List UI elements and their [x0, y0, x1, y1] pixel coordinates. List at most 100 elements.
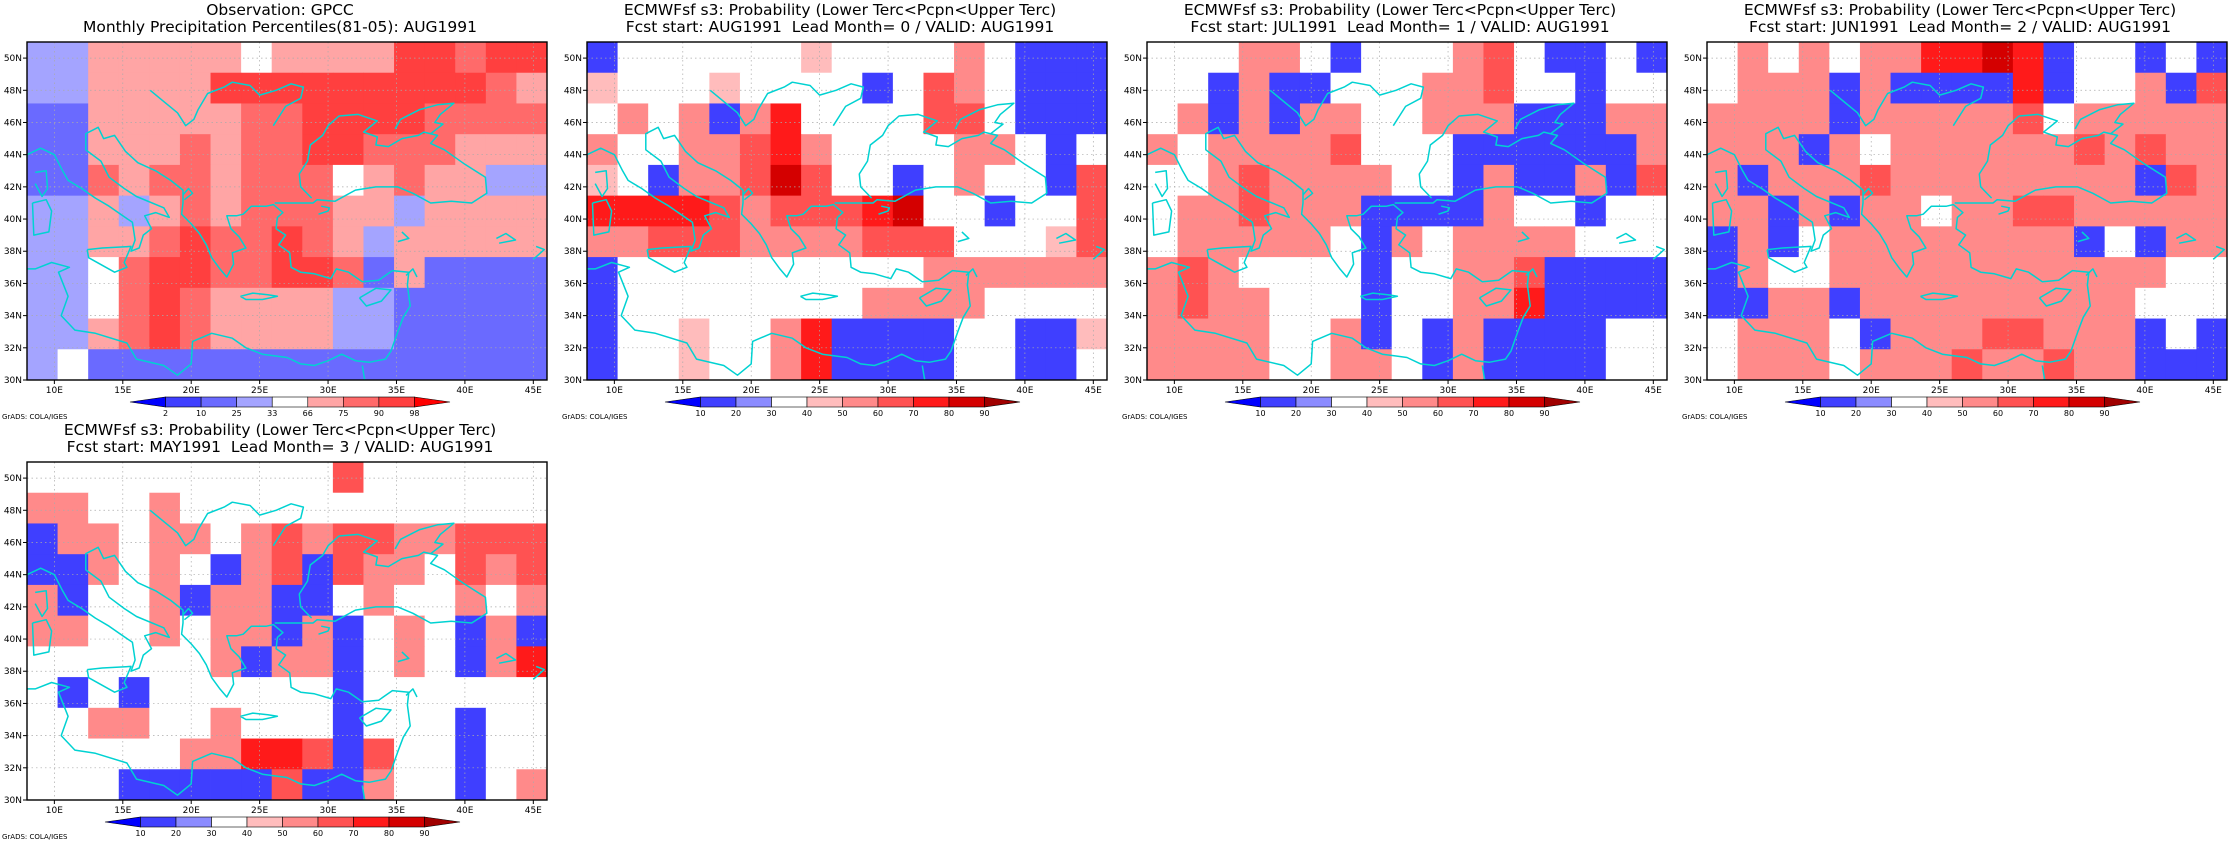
coastline — [2176, 232, 2197, 244]
grid-cell — [2074, 42, 2106, 74]
grid-cell — [1798, 164, 1830, 197]
grid-cell — [1982, 164, 2014, 197]
grid-cell — [1982, 72, 2014, 104]
grid-cell — [149, 318, 181, 350]
grid-cell — [1391, 103, 1423, 135]
grid-cell — [984, 72, 1016, 104]
grid-cell — [2165, 164, 2197, 197]
grid-cell — [179, 226, 211, 258]
grid-cell — [241, 226, 273, 258]
grid-cell — [1798, 195, 1830, 227]
grid-cell — [648, 72, 680, 104]
x-tick-label: 35E — [388, 386, 405, 396]
grid-cell — [1605, 257, 1637, 289]
grid-cell — [302, 738, 334, 770]
grid-cell — [424, 257, 456, 289]
grid-cell — [455, 195, 487, 227]
grid-cell — [1921, 42, 1953, 74]
grid-cell — [2074, 349, 2106, 381]
grid-cell — [648, 318, 680, 350]
grid-cell — [455, 646, 487, 678]
colorbar-label: 10 — [695, 409, 705, 418]
grid-cell — [1737, 103, 1769, 135]
grid-cell — [363, 164, 395, 197]
grid-cell — [1177, 287, 1209, 319]
grid-cell — [1514, 164, 1546, 197]
x-tick-label: 10E — [46, 806, 63, 816]
grid-cell — [1330, 226, 1362, 258]
y-tick-label: 42N — [1684, 183, 1702, 193]
grid-cell — [1798, 318, 1830, 350]
grid-cell — [739, 134, 771, 166]
grid-cell — [1208, 42, 1240, 74]
grid-cell — [1269, 72, 1301, 104]
grid-cell — [363, 72, 395, 104]
y-tick-label: 34N — [1684, 312, 1702, 322]
coastline — [149, 501, 305, 547]
grid-cell — [1921, 287, 1953, 319]
grid-cell — [271, 769, 303, 801]
grid-cell — [179, 195, 211, 227]
grid-cell — [1951, 226, 1983, 258]
grid-cell — [1636, 42, 1668, 74]
grid-cell — [179, 492, 211, 524]
grid-cell — [739, 72, 771, 104]
grid-cell — [1452, 134, 1484, 166]
grid-cell — [1045, 103, 1077, 135]
grid-cell — [954, 134, 986, 166]
grid-cell — [770, 164, 802, 197]
y-tick-label: 50N — [4, 54, 22, 64]
colorbar-swatch — [1820, 396, 1857, 408]
x-tick-label: 25E — [811, 386, 828, 396]
grid-cell — [2196, 134, 2228, 166]
grid-cell — [831, 103, 863, 135]
grid-cell — [394, 584, 426, 617]
grid-cell — [88, 646, 120, 678]
grid-cell — [1636, 134, 1668, 166]
grid-cell — [2196, 226, 2228, 258]
grads-footer: GrADS: COLA/IGES — [2, 413, 68, 421]
grid-cell — [241, 677, 273, 709]
grid-cell — [485, 164, 517, 197]
grid-cell — [1636, 349, 1668, 381]
colorbar-swatch — [842, 396, 879, 408]
grid-cell — [485, 287, 517, 319]
coastline — [546, 560, 547, 562]
grid-cell — [1921, 318, 1953, 350]
coastline — [1711, 198, 1733, 236]
grid-cell — [88, 42, 120, 74]
grid-cell — [179, 677, 211, 709]
grid-cell — [739, 42, 771, 74]
colorbar-swatch — [129, 396, 166, 408]
grid-cell — [1045, 72, 1077, 104]
grid-cell — [1768, 134, 1800, 166]
grid-cell — [1890, 226, 1922, 258]
grid-cell — [862, 287, 894, 319]
colorbar-swatch — [1473, 396, 1510, 408]
grid-cell — [210, 164, 242, 197]
colorbar-swatch — [1997, 396, 2034, 408]
grid-cell — [1951, 287, 1983, 319]
y-tick-label: 30N — [1124, 376, 1142, 386]
grid-cell — [424, 72, 456, 104]
x-tick-label: 45E — [2205, 386, 2222, 396]
grid-cell — [1045, 195, 1077, 227]
y-tick-label: 32N — [1124, 344, 1142, 354]
grid-cell — [1575, 195, 1607, 227]
colorbar-swatch — [343, 396, 380, 408]
coastline — [742, 187, 754, 201]
colorbar-label: 25 — [232, 409, 242, 418]
grid-cell — [302, 523, 334, 555]
grid-cell — [179, 462, 211, 494]
grid-cell — [648, 195, 680, 227]
coastline — [532, 665, 546, 680]
grid-cell — [1299, 226, 1331, 258]
grid-cell — [1177, 72, 1209, 104]
grid-cell — [241, 42, 273, 74]
grid-cell — [149, 523, 181, 555]
grid-cell — [332, 738, 364, 770]
grid-cell — [455, 226, 487, 258]
grid-cell — [1045, 287, 1077, 319]
colorbar-swatch — [246, 816, 283, 828]
grid-cell — [210, 584, 242, 617]
